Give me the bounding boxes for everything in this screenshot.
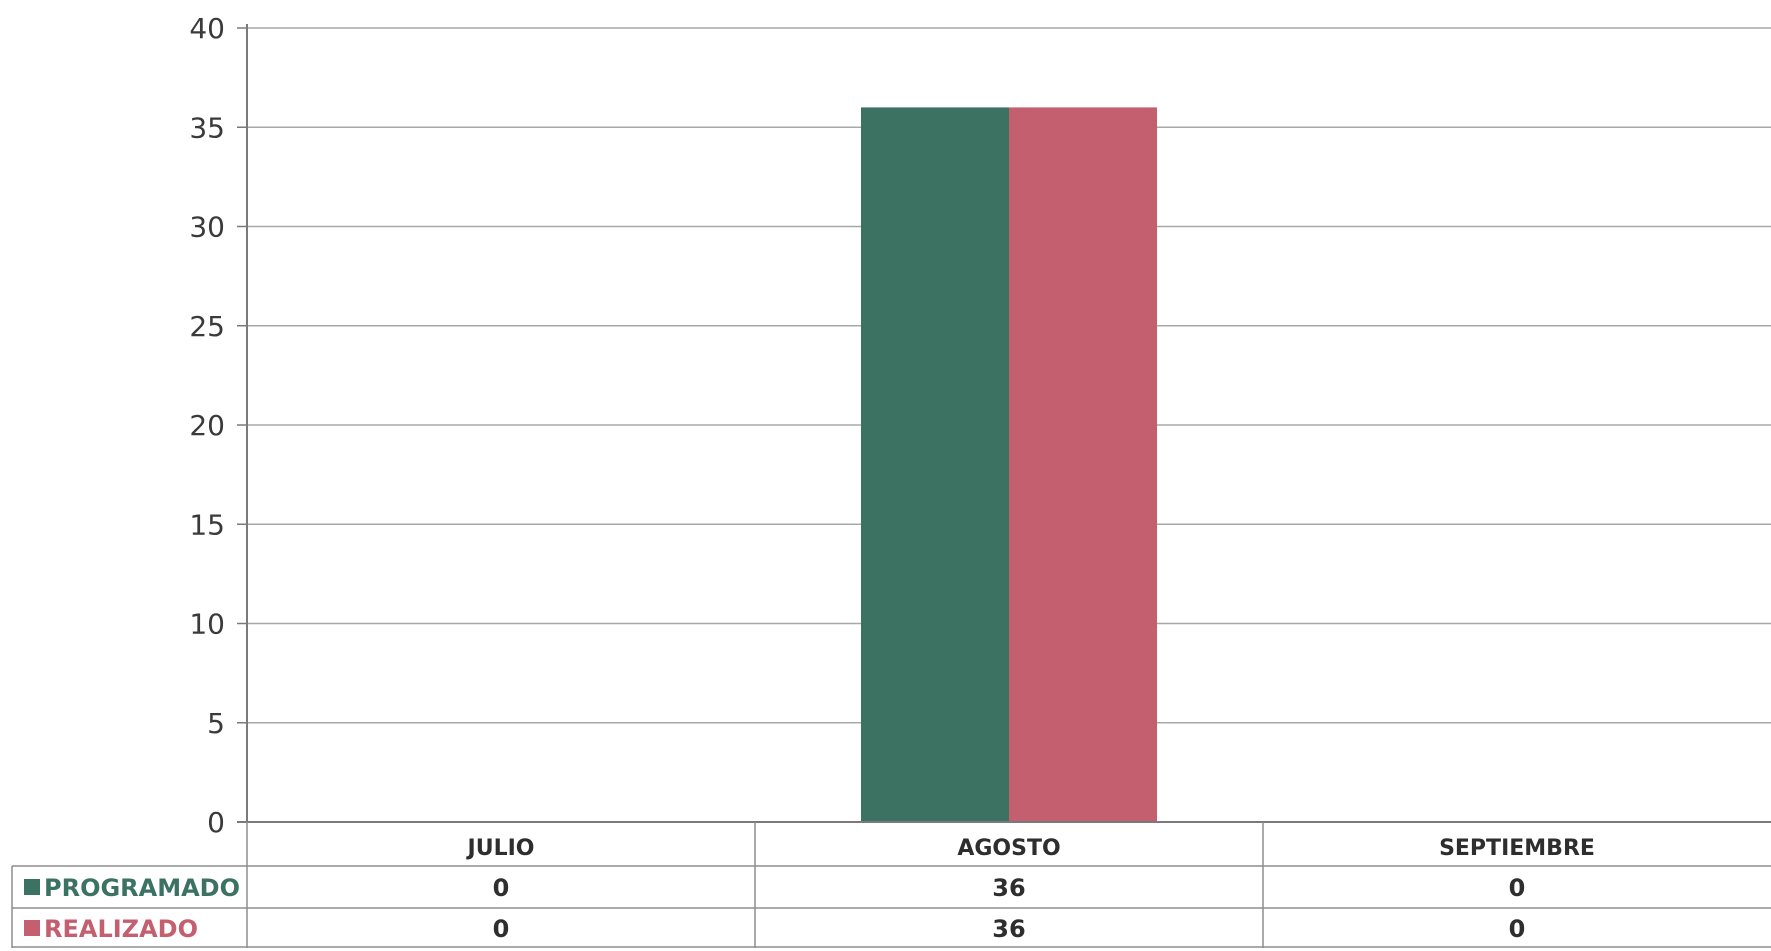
table-cell-value: 0: [493, 874, 510, 902]
y-tick-label: 5: [207, 707, 225, 740]
y-tick-label: 15: [189, 508, 225, 541]
y-tick-label: 35: [189, 111, 225, 144]
y-tick-label: 20: [189, 409, 225, 442]
data-table: JULIO AGOSTO SEPTIEMBRE PROGRAMADO 0 36 0 REALI…: [11, 822, 1771, 948]
legend-key-realizado: [24, 920, 40, 936]
y-tick-label: 10: [189, 608, 225, 641]
y-tick-label: 25: [189, 310, 225, 343]
axes: [237, 24, 1771, 823]
x-category-label: AGOSTO: [957, 836, 1060, 861]
table-cell-value: 36: [992, 874, 1025, 902]
bar-realizado-agosto: [1009, 107, 1157, 822]
y-tick-label: 40: [189, 12, 225, 45]
table-cell-value: 0: [1509, 874, 1526, 902]
table-cell-value: 36: [992, 915, 1025, 943]
legend-label-programado: PROGRAMADO: [44, 874, 240, 902]
y-tick-label: 30: [189, 211, 225, 244]
x-category-label: SEPTIEMBRE: [1439, 836, 1595, 861]
bars: [861, 107, 1157, 822]
legend-key-programado: [24, 879, 40, 895]
bar-programado-agosto: [861, 107, 1009, 822]
legend-label-realizado: REALIZADO: [44, 915, 198, 943]
x-category-label: JULIO: [466, 836, 535, 861]
y-axis-tick-labels: 0 5 10 15 20 25 30 35 40: [189, 12, 247, 839]
y-tick-label: 0: [207, 806, 225, 839]
table-cell-value: 0: [1509, 915, 1526, 943]
table-cell-value: 0: [493, 915, 510, 943]
